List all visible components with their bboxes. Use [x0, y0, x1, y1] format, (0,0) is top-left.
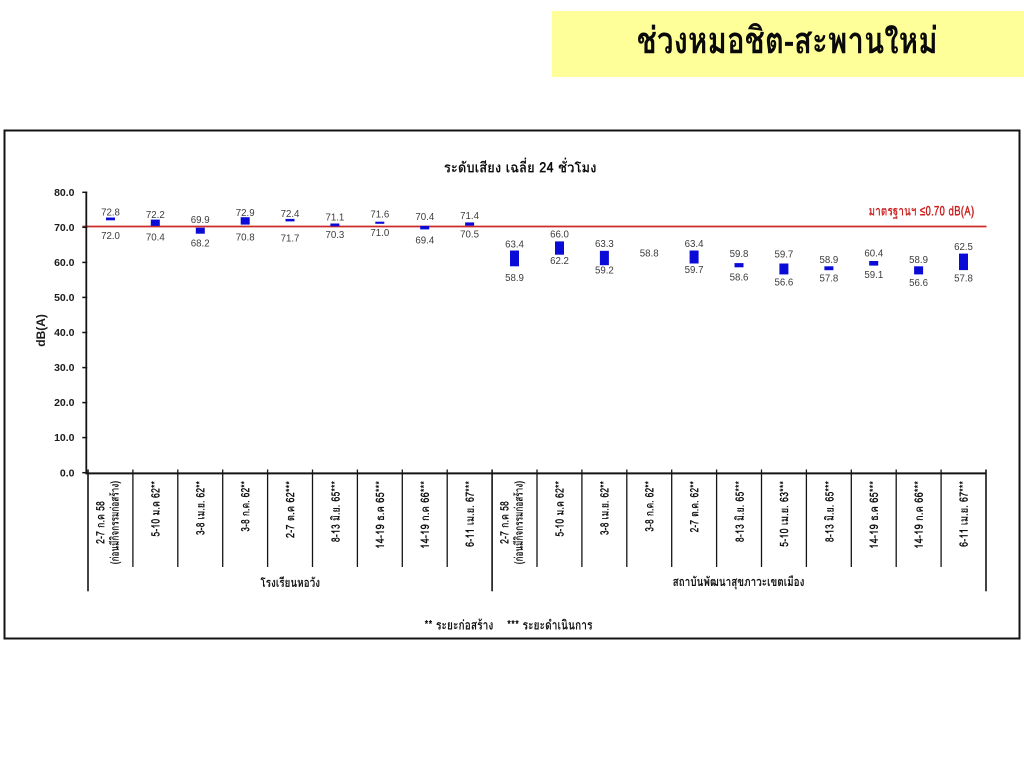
svg-text:56.6: 56.6 — [774, 277, 793, 288]
svg-text:66.0: 66.0 — [550, 230, 569, 241]
svg-text:56.6: 56.6 — [909, 278, 928, 289]
svg-text:70.4: 70.4 — [146, 233, 165, 244]
svg-text:62.2: 62.2 — [550, 256, 569, 267]
svg-text:72.0: 72.0 — [101, 231, 120, 242]
svg-text:58.6: 58.6 — [730, 272, 749, 283]
svg-text:71.4: 71.4 — [460, 211, 479, 222]
svg-text:10.0: 10.0 — [54, 432, 75, 444]
svg-text:72.4: 72.4 — [281, 209, 300, 220]
svg-text:71.1: 71.1 — [325, 212, 344, 223]
svg-text:20.0: 20.0 — [54, 397, 75, 409]
svg-text:0.0: 0.0 — [60, 467, 75, 479]
svg-text:69.9: 69.9 — [191, 215, 210, 226]
svg-text:68.2: 68.2 — [191, 238, 210, 249]
svg-text:58.8: 58.8 — [640, 248, 659, 259]
svg-text:72.2: 72.2 — [146, 210, 165, 221]
svg-text:70.8: 70.8 — [236, 233, 255, 244]
svg-text:71.6: 71.6 — [370, 209, 389, 220]
svg-text:63.4: 63.4 — [685, 239, 704, 250]
svg-text:59.7: 59.7 — [774, 250, 793, 261]
svg-text:72.9: 72.9 — [236, 208, 255, 219]
svg-text:71.7: 71.7 — [281, 234, 300, 245]
svg-text:71.0: 71.0 — [370, 228, 389, 239]
svg-text:72.8: 72.8 — [101, 208, 120, 219]
svg-text:70.3: 70.3 — [325, 230, 344, 241]
svg-text:59.7: 59.7 — [685, 265, 704, 276]
svg-text:58.9: 58.9 — [819, 255, 838, 266]
svg-text:59.8: 59.8 — [730, 249, 749, 260]
svg-text:59.1: 59.1 — [864, 270, 883, 281]
svg-text:60.4: 60.4 — [864, 249, 883, 260]
svg-text:70.4: 70.4 — [415, 212, 434, 223]
svg-text:62.5: 62.5 — [954, 242, 973, 253]
svg-text:70.5: 70.5 — [460, 230, 479, 241]
svg-text:50.0: 50.0 — [54, 292, 75, 304]
svg-text:63.3: 63.3 — [595, 239, 614, 250]
svg-text:59.2: 59.2 — [595, 266, 614, 277]
svg-text:40.0: 40.0 — [54, 327, 75, 339]
svg-text:57.8: 57.8 — [954, 274, 973, 285]
svg-text:60.0: 60.0 — [54, 257, 75, 269]
svg-text:57.8: 57.8 — [819, 274, 838, 285]
svg-text:70.0: 70.0 — [54, 222, 75, 234]
svg-text:63.4: 63.4 — [505, 240, 524, 251]
svg-text:58.9: 58.9 — [505, 273, 524, 284]
svg-text:dB(A): dB(A) — [34, 314, 48, 347]
svg-text:69.4: 69.4 — [415, 235, 434, 246]
svg-text:30.0: 30.0 — [54, 362, 75, 374]
svg-text:80.0: 80.0 — [54, 187, 75, 199]
svg-text:58.9: 58.9 — [909, 255, 928, 266]
